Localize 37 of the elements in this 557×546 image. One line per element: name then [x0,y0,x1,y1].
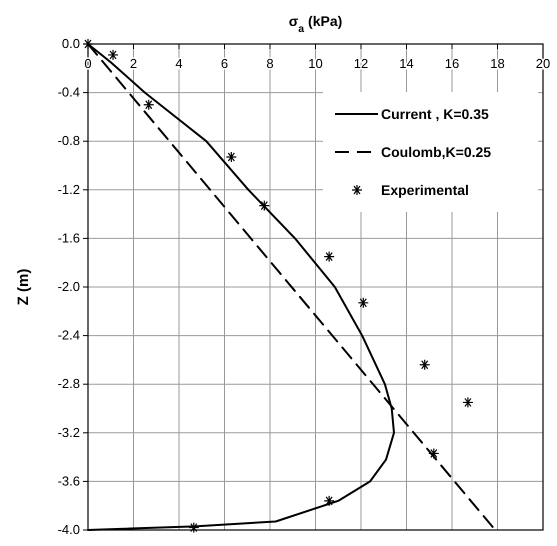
y-tick-label: -1.2 [58,182,80,197]
y-tick-label: -4.0 [58,522,80,537]
point [324,495,335,506]
x-tick-label: 2 [130,56,138,71]
point [419,359,430,370]
point [82,38,94,50]
x-tick-label: 18 [490,56,505,71]
y-tick-label: -2.4 [58,328,80,343]
point [462,396,474,408]
legend-label: Experimental [381,182,469,198]
x-axis-title: σ$_{a}$ (kPa) [288,13,342,35]
point [428,448,440,460]
x-tick-label: 4 [175,56,183,71]
x-tick-label: 10 [308,56,323,71]
point [188,522,200,534]
x-tick-label: 8 [266,56,274,71]
y-tick-label: -3.6 [58,473,80,488]
y-tick-label: -0.8 [58,133,80,148]
y-tick-label: 0.0 [62,36,80,51]
x-tick-label: 14 [399,56,414,71]
x-tick-label: 12 [354,56,368,71]
y-tick-label: -1.6 [58,230,80,246]
x-tick-label: 6 [220,56,228,71]
legend-label: Current , K=0.35 [381,106,489,122]
x-tick-label: 16 [444,56,460,71]
point [258,200,270,212]
point [143,99,154,110]
y-tick-label: -3.2 [58,424,80,440]
legend-label: Coulomb,K=0.25 [381,144,492,160]
y-tick-label: -2.8 [58,376,80,392]
y-axis-title: Z (m) [15,268,32,306]
point [226,151,237,163]
point [324,251,335,262]
y-tick-label: -2.0 [58,279,80,294]
point [107,49,119,61]
y-tick-label: -0.4 [58,84,80,100]
point [358,297,369,308]
